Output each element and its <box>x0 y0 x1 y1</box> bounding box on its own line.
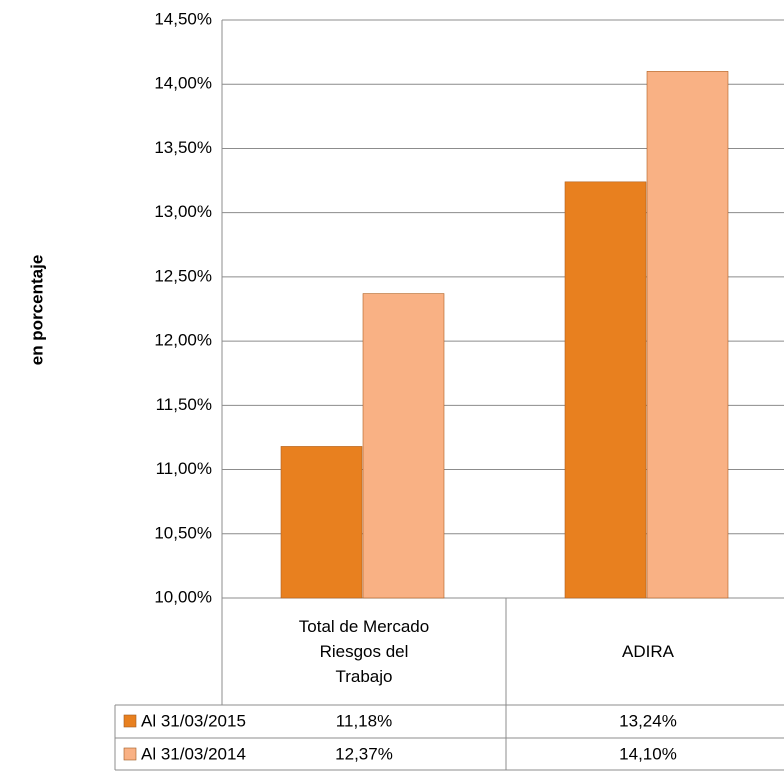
legend-swatch <box>123 714 137 728</box>
y-tick-label: 13,00% <box>154 202 212 221</box>
category-label: Total de Mercado Riesgos del Trabajo <box>298 616 430 686</box>
bar <box>362 293 445 599</box>
y-tick-label: 11,00% <box>156 459 212 478</box>
bar <box>646 71 729 599</box>
value-label: 12,37% <box>335 744 393 763</box>
bar <box>564 181 647 599</box>
bar <box>280 446 363 599</box>
value-label: 11,18% <box>336 711 392 730</box>
y-tick-label: 12,00% <box>154 331 212 350</box>
y-tick-label: 10,00% <box>154 587 212 606</box>
y-tick-label: 14,00% <box>154 74 212 93</box>
legend-label: Al 31/03/2014 <box>141 744 246 763</box>
category-label: ADIRA <box>622 641 674 661</box>
legend-label: Al 31/03/2015 <box>141 711 246 730</box>
y-tick-label: 10,50% <box>154 523 212 542</box>
value-label: 14,10% <box>619 744 677 763</box>
y-tick-label: 12,50% <box>154 266 212 285</box>
y-axis-label: en porcentaje <box>27 255 46 366</box>
y-tick-label: 14,50% <box>154 9 212 28</box>
y-tick-label: 11,50% <box>156 395 212 414</box>
legend-swatch <box>123 747 137 761</box>
y-tick-label: 13,50% <box>154 138 212 157</box>
value-label: 13,24% <box>619 711 677 730</box>
